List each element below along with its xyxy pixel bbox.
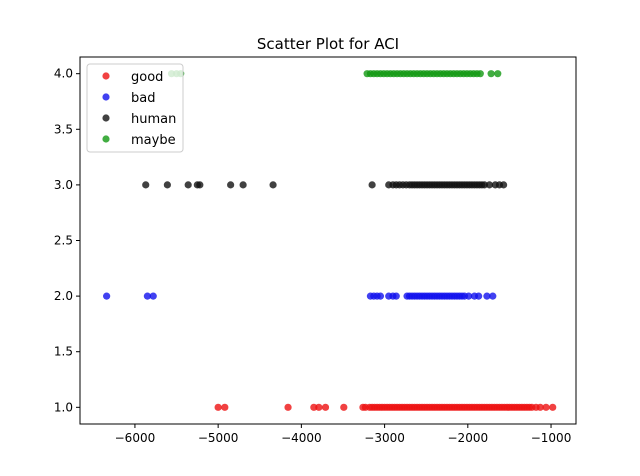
point-human-6 [239,181,247,189]
point-bad-1 [143,292,152,300]
point-good-6 [340,403,348,411]
legend-label-good: good [131,70,163,85]
y-tick-label: 3.0 [54,178,73,192]
x-axis: −6000 −5000 −4000 −3000 −2000 −1000 [115,424,572,445]
point-good-78 [549,403,557,411]
y-tick-label: 1.0 [54,400,73,414]
y-tick-label: 2.5 [54,234,73,248]
point-good-0 [214,403,222,411]
point-bad-37 [483,292,491,300]
point-maybe-37 [476,70,484,78]
legend-label-human: human [131,112,176,127]
x-tick-label: −5000 [198,431,239,445]
point-bad-2 [149,292,157,300]
point-human-1 [163,181,171,189]
x-tick-label: −6000 [115,431,156,445]
y-tick-label: 2.0 [54,289,73,303]
points-layer [103,70,557,411]
point-human-4 [196,181,204,189]
x-tick-label: −3000 [364,431,405,445]
point-good-1 [221,403,229,411]
legend-marker-good [102,72,110,80]
legend: good bad human maybe [86,63,184,153]
point-maybe-38 [487,70,495,78]
point-human-49 [500,181,508,189]
legend-box [86,63,184,153]
point-good-76 [536,403,544,411]
y-tick-label: 1.5 [54,345,73,359]
legend-label-bad: bad [131,91,155,106]
legend-label-maybe: maybe [131,133,176,148]
x-tick-label: −1000 [531,431,572,445]
point-human-46 [485,181,494,189]
point-human-5 [227,181,235,189]
point-bad-34 [465,292,473,300]
point-good-3 [310,403,318,411]
legend-marker-human [102,114,110,122]
y-tick-label: 4.0 [54,67,73,81]
point-bad-0 [103,292,111,300]
point-good-77 [542,403,550,411]
point-good-2 [284,403,292,411]
point-human-0 [142,181,150,189]
legend-marker-bad [102,93,110,101]
point-bad-9 [392,292,400,300]
x-tick-label: −2000 [448,431,489,445]
point-human-45 [480,181,489,189]
x-tick-label: −4000 [281,431,322,445]
legend-marker-maybe [102,135,110,143]
point-bad-6 [376,292,385,300]
point-bad-38 [489,292,497,300]
chart-title: Scatter Plot for ACI [257,35,399,53]
y-axis: 1.0 1.5 2.0 2.5 3.0 3.5 4.0 [54,67,80,414]
point-good-5 [321,403,330,411]
y-tick-label: 3.5 [54,122,73,136]
point-maybe-39 [494,70,502,78]
point-human-7 [269,181,277,189]
point-human-2 [184,181,192,189]
point-good-4 [315,403,323,411]
point-human-8 [368,181,376,189]
point-bad-36 [475,292,483,300]
